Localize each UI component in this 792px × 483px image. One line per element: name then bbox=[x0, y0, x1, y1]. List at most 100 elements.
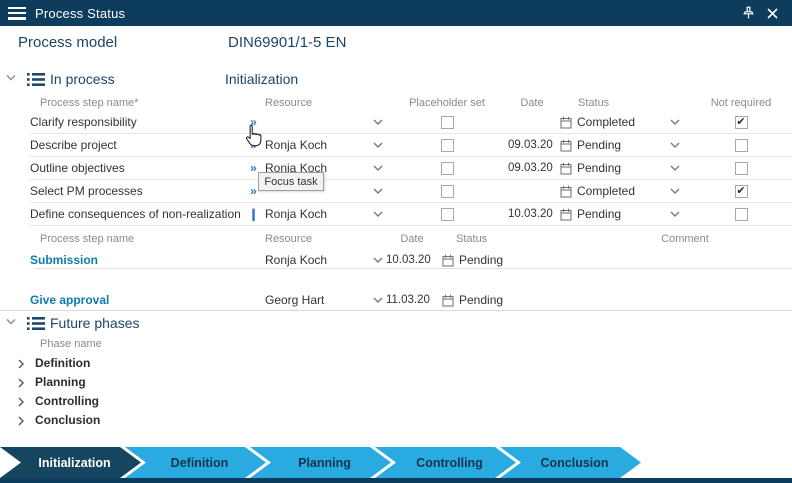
resource-cell[interactable]: Ronja Koch bbox=[265, 161, 328, 175]
col-not-required: Not required bbox=[710, 96, 772, 109]
process-model-label: Process model bbox=[18, 34, 118, 51]
step-link[interactable]: Submission bbox=[30, 253, 99, 267]
phase-chevron-controlling[interactable]: Controlling bbox=[375, 447, 516, 478]
resource-cell[interactable]: Ronja Koch bbox=[265, 207, 328, 221]
collapse-chevron-icon[interactable] bbox=[6, 318, 16, 325]
phase-progress-bar: Initialization Definition Planning Contr… bbox=[0, 447, 792, 478]
chevron-down-icon[interactable] bbox=[370, 165, 386, 171]
date-cell[interactable]: 09.03.20 bbox=[508, 162, 553, 174]
chevron-right-icon[interactable] bbox=[18, 416, 24, 426]
calendar-icon bbox=[442, 254, 454, 266]
in-process-header: In process Initialization bbox=[0, 70, 792, 90]
step-name-cell[interactable]: Select PM processes bbox=[30, 184, 143, 198]
chevron-down-icon[interactable] bbox=[660, 119, 690, 125]
table-row: Submission Ronja Koch 10.03.20 Pending bbox=[30, 249, 792, 271]
date-cell[interactable]: 10.03.20 bbox=[386, 254, 431, 266]
chevron-down-icon[interactable] bbox=[370, 119, 386, 125]
tooltip: Focus task bbox=[258, 172, 324, 191]
focus-task-icon[interactable]: » bbox=[250, 115, 257, 129]
list-icon bbox=[27, 72, 45, 87]
phase-tree-item[interactable]: Definition bbox=[0, 356, 300, 374]
table-row: Give approval Georg Hart 11.03.20 Pendin… bbox=[30, 289, 792, 311]
col-placeholder-set: Placeholder set bbox=[409, 96, 485, 109]
phase-chevron-initialization[interactable]: Initialization bbox=[0, 447, 141, 478]
placeholder-checkbox[interactable] bbox=[440, 138, 454, 152]
phase-chevron-definition[interactable]: Definition bbox=[125, 447, 266, 478]
chevron-right-icon[interactable] bbox=[18, 397, 24, 407]
table-row: Outline objectives » Ronja Koch 09.03.20… bbox=[30, 157, 792, 180]
step-name-cell[interactable]: Define consequences of non-realization bbox=[30, 207, 241, 221]
col-resource: Resource bbox=[265, 96, 313, 109]
date-cell[interactable]: 11.03.20 bbox=[386, 294, 430, 306]
phase-tree-item[interactable]: Controlling bbox=[0, 394, 300, 412]
focus-task-icon[interactable]: » bbox=[250, 161, 257, 175]
chevron-down-icon[interactable] bbox=[660, 165, 690, 171]
chevron-right-icon[interactable] bbox=[18, 359, 24, 369]
calendar-icon bbox=[442, 294, 454, 306]
not-required-checkbox[interactable] bbox=[734, 161, 748, 175]
col-process-step-name: Process step name bbox=[40, 233, 135, 245]
focus-task-icon[interactable]: ❙ bbox=[248, 207, 259, 221]
resource-cell[interactable]: Ronja Koch bbox=[265, 253, 328, 267]
phase-chevron-planning[interactable]: Planning bbox=[250, 447, 391, 478]
date-cell[interactable]: 09.03.20 bbox=[508, 139, 553, 151]
calendar-icon bbox=[560, 208, 572, 220]
col-resource: Resource bbox=[265, 233, 313, 245]
col-date: Date bbox=[520, 96, 544, 109]
status-cell[interactable]: Pending bbox=[438, 253, 578, 267]
placeholder-checkbox[interactable] bbox=[440, 161, 454, 175]
chevron-down-icon[interactable] bbox=[660, 211, 690, 217]
status-cell[interactable]: Pending bbox=[556, 161, 660, 175]
step-link[interactable]: Give approval bbox=[30, 293, 110, 307]
placeholder-checkbox[interactable] bbox=[440, 115, 454, 129]
table-row: Describe project » Ronja Koch 09.03.20 P… bbox=[30, 134, 792, 157]
table-row: Select PM processes » Completed ✔ bbox=[30, 180, 792, 203]
future-phases-title: Future phases bbox=[50, 315, 140, 331]
chevron-down-icon[interactable] bbox=[370, 142, 386, 148]
process-model-value: DIN69901/1-5 EN bbox=[228, 34, 347, 51]
phase-label: Conclusion bbox=[35, 413, 101, 427]
in-process-title: In process bbox=[50, 71, 115, 87]
close-icon[interactable] bbox=[760, 0, 784, 26]
phase-chevron-conclusion[interactable]: Conclusion bbox=[500, 447, 641, 478]
step-name-cell[interactable]: Describe project bbox=[30, 138, 117, 152]
status-cell[interactable]: Pending bbox=[556, 207, 660, 221]
calendar-icon bbox=[560, 185, 572, 197]
collapse-chevron-icon[interactable] bbox=[6, 74, 16, 81]
step-name-cell[interactable]: Outline objectives bbox=[30, 161, 125, 175]
chevron-down-icon[interactable] bbox=[370, 297, 386, 303]
future-phases-header: Future phases bbox=[0, 314, 792, 334]
not-required-checkbox[interactable]: ✔ bbox=[734, 184, 748, 198]
chevron-right-icon[interactable] bbox=[18, 378, 24, 388]
section-divider bbox=[0, 310, 792, 311]
step-name-cell[interactable]: Clarify responsibility bbox=[30, 115, 137, 129]
table-row: Clarify responsibility » Completed ✔ bbox=[30, 111, 792, 134]
resource-cell[interactable]: Ronja Koch bbox=[265, 138, 328, 152]
chevron-down-icon[interactable] bbox=[370, 211, 386, 217]
approval-table-header: Process step name Resource Date Status C… bbox=[30, 231, 792, 247]
chevron-down-icon[interactable] bbox=[660, 188, 690, 194]
phase-tree-item[interactable]: Conclusion bbox=[0, 413, 300, 431]
phase-tree-item[interactable]: Planning bbox=[0, 375, 300, 393]
status-cell[interactable]: Completed bbox=[556, 115, 660, 129]
chevron-down-icon[interactable] bbox=[370, 188, 386, 194]
status-cell[interactable]: Completed bbox=[556, 184, 660, 198]
chevron-down-icon[interactable] bbox=[660, 142, 690, 148]
not-required-checkbox[interactable] bbox=[734, 207, 748, 221]
status-cell[interactable]: Pending bbox=[438, 293, 578, 307]
phase-label: Controlling bbox=[35, 394, 99, 408]
menu-icon[interactable] bbox=[8, 6, 26, 20]
focus-task-icon[interactable]: » bbox=[250, 184, 257, 198]
chevron-down-icon[interactable] bbox=[370, 257, 386, 263]
calendar-icon bbox=[560, 116, 572, 128]
date-cell[interactable]: 10.03.20 bbox=[508, 208, 553, 220]
in-process-table: Clarify responsibility » Completed ✔ Des… bbox=[30, 111, 792, 226]
resource-cell[interactable]: Georg Hart bbox=[265, 293, 325, 307]
status-cell[interactable]: Pending bbox=[556, 138, 660, 152]
placeholder-checkbox[interactable] bbox=[440, 207, 454, 221]
not-required-checkbox[interactable] bbox=[734, 138, 748, 152]
placeholder-checkbox[interactable] bbox=[440, 184, 454, 198]
not-required-checkbox[interactable]: ✔ bbox=[734, 115, 748, 129]
pin-icon[interactable] bbox=[736, 0, 760, 26]
